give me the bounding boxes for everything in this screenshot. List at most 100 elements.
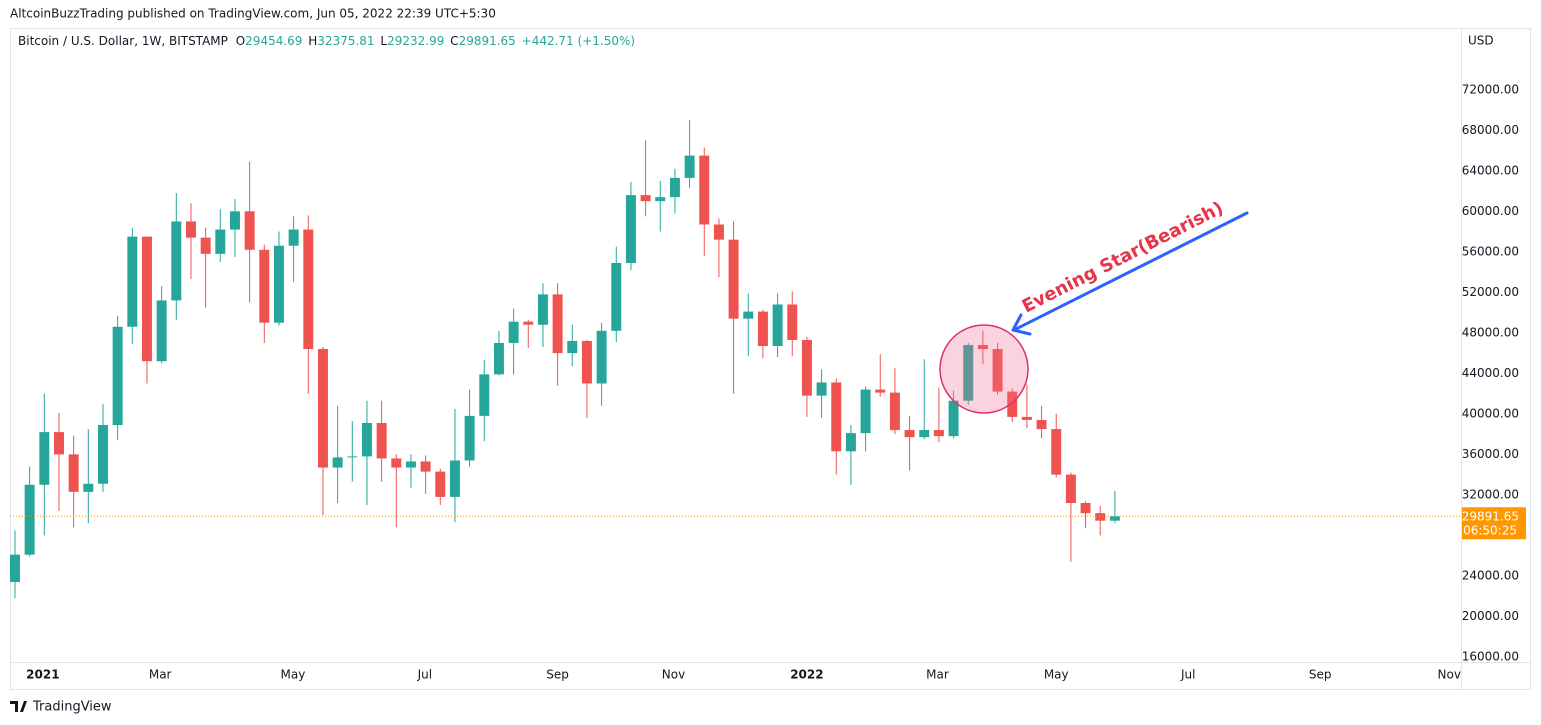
currency: USD <box>1468 34 1494 48</box>
candle-body <box>10 554 20 582</box>
candle-body <box>816 382 827 396</box>
candle-body <box>596 330 607 384</box>
x-tick-label: Jul <box>417 668 432 682</box>
change: +442.71 (+1.50%) <box>522 34 635 48</box>
candle-body <box>156 300 167 362</box>
candle-body <box>625 195 636 263</box>
candle-body <box>523 321 534 325</box>
candle-body <box>1080 502 1091 514</box>
x-tick-label: Mar <box>926 668 949 682</box>
y-tick-label: 68000.00 <box>1462 123 1519 137</box>
candle-body <box>493 342 504 375</box>
candle-body <box>860 389 871 434</box>
candle-body <box>1109 516 1120 521</box>
candle-body <box>772 304 783 347</box>
candle-body <box>317 349 328 468</box>
last-price-box <box>1462 507 1526 540</box>
candle-body <box>420 461 431 472</box>
y-tick-label: 52000.00 <box>1462 285 1519 299</box>
candle-body <box>435 471 446 497</box>
candle-body <box>508 321 519 343</box>
ohlc-letter: C <box>450 34 458 48</box>
candle-body <box>185 221 196 238</box>
candle-body <box>405 461 416 468</box>
ohlc-value: 32375.81 <box>317 34 374 48</box>
candle-body <box>449 460 460 497</box>
brand-logo <box>10 701 27 712</box>
candle-body <box>376 422 387 459</box>
arrow-head <box>1011 313 1032 336</box>
candle-body <box>640 195 651 202</box>
candle-body <box>787 304 798 340</box>
arrow <box>1012 211 1249 332</box>
y-tick-label: 40000.00 <box>1462 406 1519 420</box>
candle-body <box>611 262 622 331</box>
y-tick-label: 72000.00 <box>1462 82 1519 96</box>
candle-body <box>24 484 35 555</box>
candle-body <box>728 239 739 319</box>
candle-body <box>581 340 592 384</box>
y-tick-label: 36000.00 <box>1462 447 1519 461</box>
candle-body <box>303 229 314 350</box>
x-tick-label: Jul <box>1180 668 1195 682</box>
candle-body <box>537 294 548 325</box>
candle-body <box>1065 474 1076 503</box>
y-tick-label: 64000.00 <box>1462 163 1519 177</box>
candle-body <box>743 311 754 319</box>
ohlc-letter: H <box>308 34 317 48</box>
candle-body <box>655 197 666 202</box>
candles <box>10 120 1461 599</box>
candle-body <box>1036 419 1047 430</box>
candle-body <box>332 457 343 468</box>
ohlc-letter: O <box>236 34 245 48</box>
candle-body <box>919 430 930 438</box>
candle-body <box>948 400 959 437</box>
candle-body <box>215 229 226 254</box>
brand: TradingView <box>32 700 112 715</box>
candle-body <box>1021 416 1032 420</box>
x-tick-label: 2022 <box>790 668 823 682</box>
x-tick-label: Nov <box>662 668 685 682</box>
x-tick-label: Nov <box>1438 668 1461 682</box>
ohlc-value: 29232.99 <box>387 34 444 48</box>
candle-body <box>244 211 255 250</box>
ohlc-letter: L <box>380 34 387 48</box>
candle-body <box>889 392 900 431</box>
candle-body <box>977 345 988 350</box>
candle-body <box>713 224 724 240</box>
y-tick-label: 44000.00 <box>1462 366 1519 380</box>
overlay: Evening Star(Bearish) <box>939 198 1249 414</box>
ohlc-value: 29891.65 <box>459 34 516 48</box>
ohlc-value: 29454.69 <box>245 34 302 48</box>
candle-body <box>1051 429 1062 475</box>
candle-body <box>875 389 886 393</box>
candle-body <box>933 430 944 437</box>
candle-body <box>699 155 710 225</box>
candle-body <box>347 456 358 458</box>
publisher: AltcoinBuzzTrading published on TradingV… <box>10 7 496 21</box>
candle-body <box>801 339 812 396</box>
candle-body <box>1095 513 1106 521</box>
candle-body <box>479 374 490 416</box>
y-tick-label: 56000.00 <box>1462 244 1519 258</box>
candle-body <box>361 422 372 457</box>
candle-body <box>567 340 578 354</box>
highlight-circle <box>939 324 1029 414</box>
candle-body <box>963 345 974 401</box>
candle-body <box>259 249 270 323</box>
y-tick-label: 60000.00 <box>1462 204 1519 218</box>
annotation: Evening Star(Bearish) <box>1019 198 1227 318</box>
last-price-label: 29891.65 <box>1462 510 1519 524</box>
candle-body <box>464 415 475 461</box>
y-tick-label: 48000.00 <box>1462 325 1519 339</box>
candle-body <box>171 221 182 301</box>
candle-body <box>68 454 79 492</box>
symbol: Bitcoin / U.S. Dollar, 1W, BITSTAMP <box>18 34 228 48</box>
candle-body <box>904 430 915 438</box>
candle-body <box>273 245 284 323</box>
y-tick-label: 16000.00 <box>1462 649 1519 663</box>
candle-body <box>112 326 123 426</box>
y-tick-label: 20000.00 <box>1462 609 1519 623</box>
candle-body <box>200 237 211 254</box>
